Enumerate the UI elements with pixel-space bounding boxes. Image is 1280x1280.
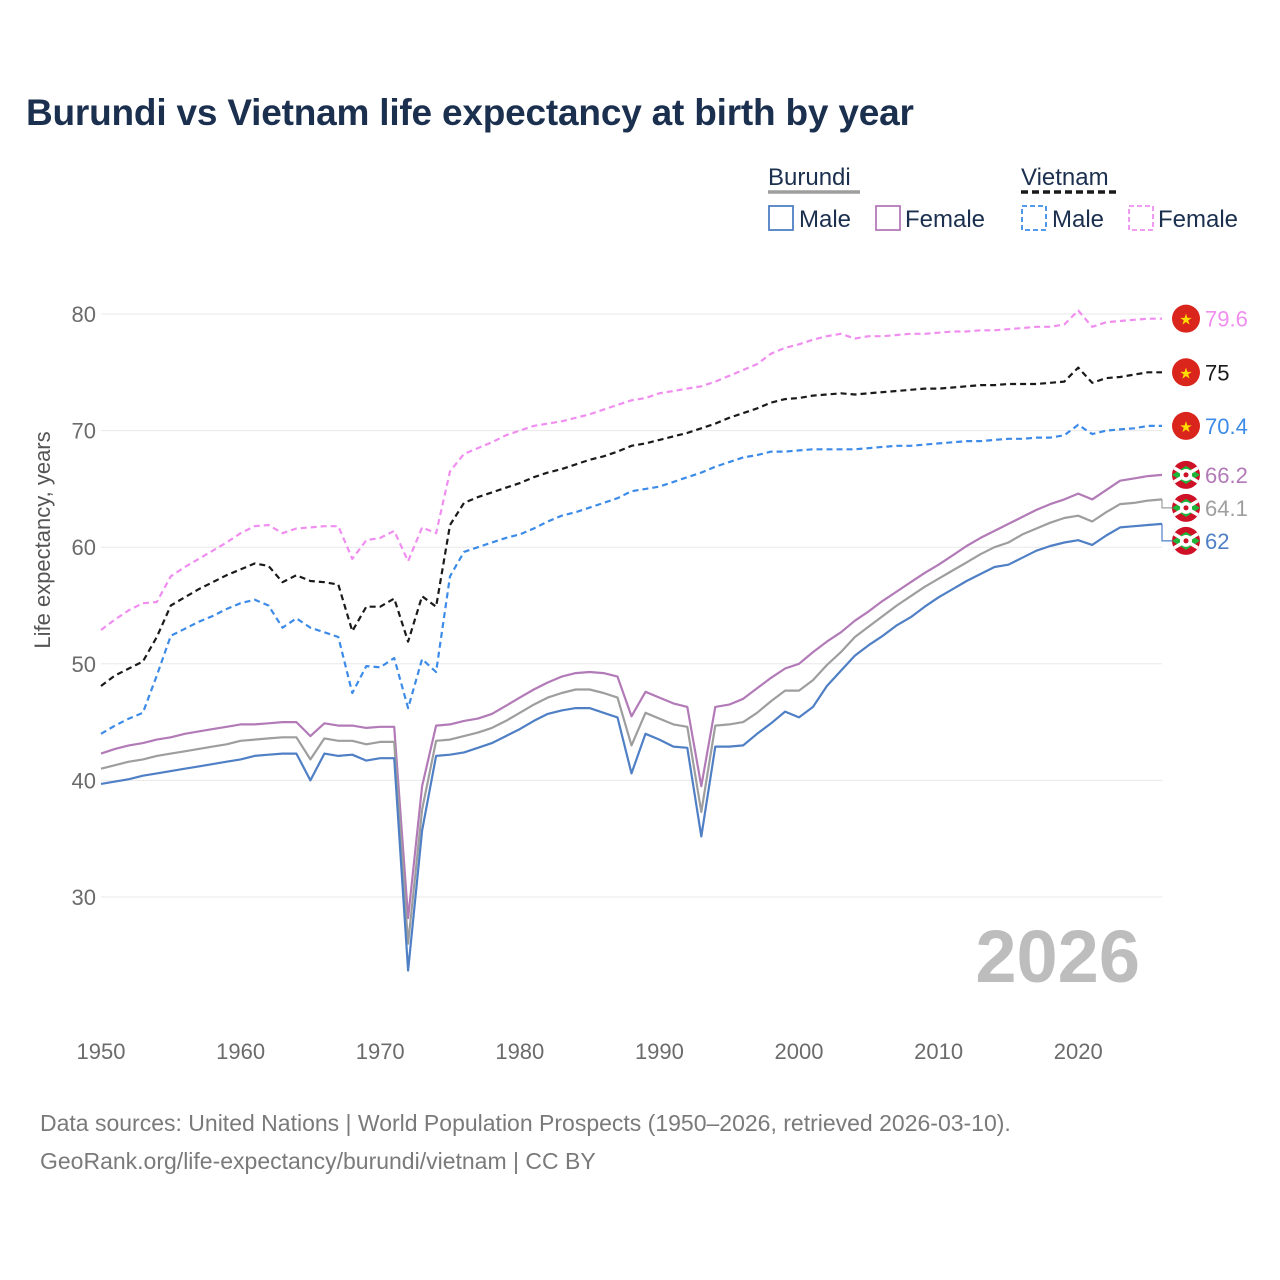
end-label-vietnam-female: 79.6 — [1205, 307, 1248, 332]
flag-star-icon: ★ — [1179, 365, 1192, 382]
legend-country-vietnam: Vietnam — [1021, 164, 1109, 191]
legend-burundi-male-swatch[interactable] — [768, 205, 794, 231]
flag-burundi-stars-icon — [1183, 538, 1189, 544]
flag-star-icon: ★ — [1179, 312, 1192, 329]
legend-burundi-male-label: Male — [799, 206, 851, 233]
source-line-1: Data sources: United Nations | World Pop… — [40, 1110, 1011, 1136]
legend-burundi-female-swatch[interactable] — [875, 205, 901, 231]
y-tick-label-40: 40 — [72, 768, 96, 793]
end-label-vietnam-total: 75 — [1205, 360, 1229, 385]
gridlines — [101, 313, 1162, 898]
x-tick-label-2000: 2000 — [775, 1039, 824, 1064]
x-tick-label-2010: 2010 — [914, 1039, 963, 1064]
flag-burundi-stars-icon — [1183, 505, 1189, 511]
end-connector-burundi-male — [1161, 523, 1172, 542]
y-axis: 30 40 50 60 70 80 — [72, 302, 96, 910]
end-label-burundi-female: 66.2 — [1205, 463, 1248, 488]
end-label-burundi-male: 62 — [1205, 529, 1229, 554]
series-line-burundi-total — [100, 498, 1163, 945]
legend-vietnam-male-swatch[interactable] — [1021, 205, 1047, 231]
y-tick-label-80: 80 — [72, 302, 96, 327]
legend: Burundi Male Female Vietnam Male Female — [768, 164, 1238, 233]
x-tick-label-1950: 1950 — [77, 1039, 126, 1064]
flag-vietnam-icon — [1172, 411, 1200, 440]
series-line-burundi-male — [100, 522, 1163, 972]
watermark-year: 2026 — [975, 915, 1140, 998]
legend-country-burundi: Burundi — [768, 164, 851, 191]
source-line-2: GeoRank.org/life-expectancy/burundi/viet… — [40, 1148, 596, 1174]
end-label-burundi-total: 64.1 — [1205, 496, 1248, 521]
x-axis: 1950 1960 1970 1980 1990 2000 2010 2020 — [77, 1039, 1103, 1064]
legend-vietnam-female-swatch[interactable] — [1128, 205, 1154, 231]
end-labels: ★ 79.6 ★ 75 ★ 70.4 66.2 64.1 62 — [1161, 304, 1248, 555]
flag-burundi-stars-icon — [1183, 472, 1189, 478]
source-note: Data sources: United Nations | World Pop… — [40, 1104, 1011, 1180]
y-axis-label: Life expectancy, years — [30, 431, 55, 648]
y-tick-label-60: 60 — [72, 535, 96, 560]
x-tick-label-2020: 2020 — [1054, 1039, 1103, 1064]
series-line-burundi-female — [100, 473, 1163, 920]
x-tick-label-1960: 1960 — [216, 1039, 265, 1064]
flag-vietnam-icon — [1172, 304, 1200, 333]
x-tick-label-1970: 1970 — [356, 1039, 405, 1064]
series-line-vietnam-male — [100, 423, 1162, 735]
series-lines — [100, 309, 1163, 972]
end-label-vietnam-male: 70.4 — [1205, 414, 1248, 439]
legend-burundi-female-label: Female — [905, 206, 985, 233]
legend-vietnam-male-label: Male — [1052, 206, 1104, 233]
x-tick-label-1990: 1990 — [635, 1039, 684, 1064]
x-tick-label-1980: 1980 — [495, 1039, 544, 1064]
y-tick-label-50: 50 — [72, 652, 96, 677]
y-tick-label-70: 70 — [72, 419, 96, 444]
legend-vietnam-female-label: Female — [1158, 206, 1238, 233]
chart-title: Burundi vs Vietnam life expectancy at bi… — [26, 92, 914, 133]
series-line-vietnam-total — [100, 366, 1162, 687]
series-line-vietnam-female — [100, 309, 1162, 631]
end-connector-burundi-total — [1161, 499, 1172, 509]
flag-star-icon: ★ — [1179, 419, 1192, 436]
y-tick-label-30: 30 — [72, 885, 96, 910]
flag-vietnam-icon — [1172, 358, 1200, 387]
